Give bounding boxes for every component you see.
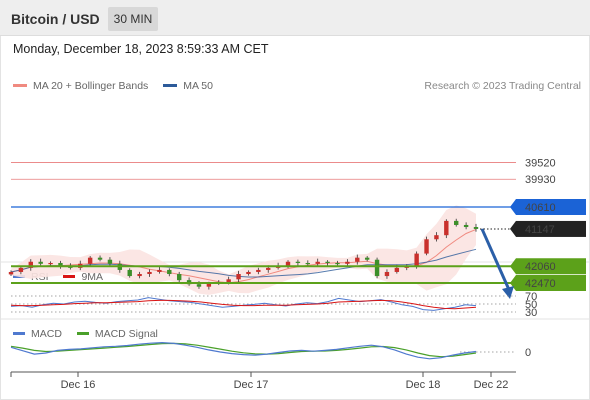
bollinger-band [11,205,476,295]
level-40610-label-bg [516,199,586,215]
candle-body [305,262,311,265]
candle-body [127,269,132,277]
projection-arrow-head [502,286,514,299]
candle-body [236,274,241,280]
macd-zero-label: 0 [525,347,531,359]
candle-body [463,224,469,228]
level-42060-label-bg [516,258,586,275]
level-42060-label-pointer [510,258,516,275]
x-tick-label: Dec 17 [234,379,269,391]
candle-body [18,267,24,272]
macd-legend: MACD MACD Signal [13,328,170,340]
candle-body [167,269,172,275]
candle-body [246,271,251,275]
macd-signal-line [10,342,477,358]
candle-body [157,269,162,272]
legend-item-bollinger: MA 20 + Bollinger Bands [13,80,148,92]
candle-body [226,279,231,283]
macd-swatch [13,331,25,335]
candle-body [196,284,202,287]
candle-body [97,257,103,260]
candle-body [137,274,142,277]
candle-body [176,274,182,281]
research-credit: Research © 2023 Trading Central [424,80,581,92]
legend-item-ma50: MA 50 [163,80,213,92]
signal-swatch [76,331,89,335]
candle-body [28,261,33,268]
candle-body [384,271,390,277]
level-41147-label-bg [516,220,586,237]
candle-body [473,227,479,229]
level-42470-label: 42470 [525,278,556,290]
candle-body [38,261,43,264]
x-tick-label: Dec 18 [406,379,441,391]
level-39520-label: 39520 [525,157,556,169]
level-40610-label: 40610 [525,202,556,214]
chart-timestamp: Monday, December 18, 2023 8:59:33 AM CET [13,42,269,56]
ma50-legend-label: MA 50 [183,80,213,92]
rsi-level-30-label: 30 [525,307,537,319]
candle-body [285,261,291,266]
legend-item-macd: MACD [13,328,62,340]
candle-body [147,271,152,275]
candle-body [364,257,370,260]
candle-body [394,267,400,272]
candle-body [206,283,212,287]
rsi-ma-legend-label: 9MA [81,271,104,283]
bollinger-legend-label: MA 20 + Bollinger Bands [33,80,149,92]
bollinger-swatch [13,83,27,87]
main-legend: MA 20 + Bollinger Bands MA 50 [13,80,225,92]
macd-line [10,341,477,360]
macd-legend-label: MACD [31,328,62,340]
level-41147-label: 41147 [525,224,555,236]
candle-body [266,267,271,270]
ma50-line [10,248,477,278]
legend-item-signal: MACD Signal [76,328,158,340]
candle-body [107,259,113,264]
candle-body [87,257,93,264]
candle-body [256,269,261,272]
pair-title: Bitcoin / USD [11,11,100,27]
chart-header: Bitcoin / USD 30 MIN [0,0,590,36]
level-40610-label-pointer [510,199,516,215]
candle-body [58,262,63,266]
x-tick-label: Dec 16 [61,379,96,391]
level-42060-label: 42060 [525,261,556,273]
candle-body [325,261,330,263]
rsi-level-50-label: 50 [525,299,537,311]
timeframe-button[interactable]: 30 MIN [108,7,158,31]
level-39930-label: 39930 [525,174,556,186]
candle-body [355,257,360,262]
candle-body [8,271,14,275]
ma50-swatch [163,83,178,87]
candle-body [444,220,449,236]
candle-body [315,261,320,264]
legend-item-9ma: 9MA [63,271,103,283]
candle-body [424,239,429,254]
candle-body [335,262,340,265]
candle-body [345,261,350,264]
candle-body [374,259,380,277]
level-41147-label-pointer [510,220,516,237]
signal-legend-label: MACD Signal [94,328,158,340]
level-42470-label-bg [516,275,586,291]
candle-body [414,253,419,266]
rsi-ma-swatch [63,274,76,278]
candle-body [454,220,459,225]
rsi-level-70-label: 70 [525,291,537,303]
candle-body [48,262,53,265]
level-42470-label-pointer [510,275,516,291]
candle-body [295,261,301,263]
x-tick-label: Dec 22 [474,379,509,391]
rsi-ma-line [10,299,477,310]
candle-body [434,235,439,240]
projection-arrow-shaft [480,228,512,293]
